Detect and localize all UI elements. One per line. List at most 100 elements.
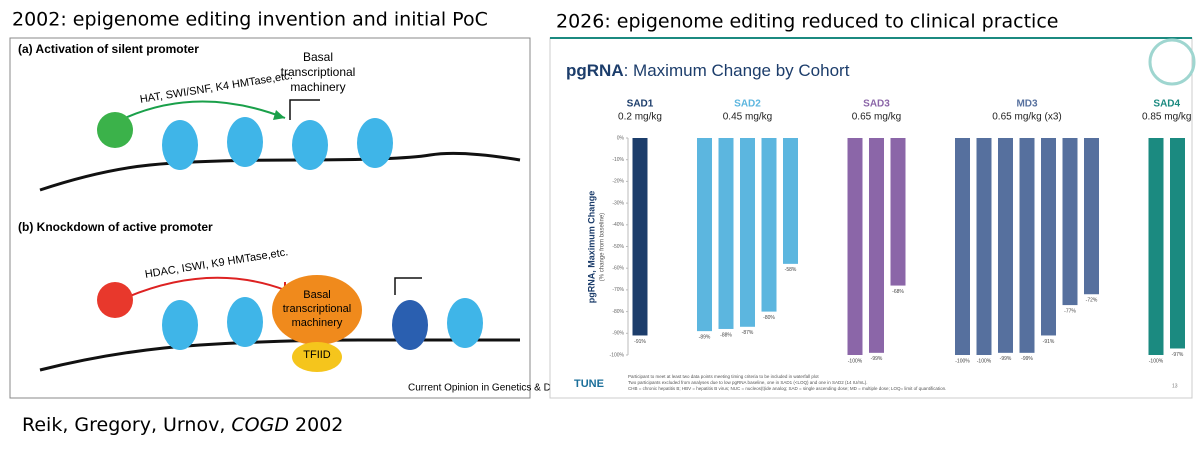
citation-part: 2002	[289, 414, 343, 436]
nucleosome	[227, 297, 263, 347]
bar	[847, 138, 863, 355]
panel-label: (a) Activation of silent promoter	[18, 42, 199, 56]
activator	[97, 112, 133, 148]
citation-part: Reik, Gregory, Urnov,	[22, 414, 231, 436]
dose-label: 0.2 mg/kg	[618, 112, 662, 123]
diagram-frame	[9, 37, 531, 399]
value-label: -100%	[955, 358, 970, 364]
footnote: Participant to meet at least two data po…	[628, 374, 819, 379]
y-tick-label: -70%	[612, 287, 624, 293]
bar	[955, 138, 970, 355]
arrow	[124, 100, 286, 119]
bar	[697, 138, 712, 332]
cohort-label: SAD1	[627, 99, 654, 110]
value-label: -97%	[1172, 352, 1184, 358]
value-label: -77%	[1064, 308, 1076, 314]
y-tick-label: -60%	[612, 266, 624, 272]
machinery-label: machinery	[292, 317, 343, 329]
value-label: -91%	[634, 339, 646, 345]
bar	[890, 138, 906, 286]
logo: TUNE	[574, 378, 604, 390]
value-label: -68%	[892, 289, 904, 295]
dna	[39, 338, 520, 372]
bar	[1041, 138, 1056, 336]
dose-label: 0.65 mg/kg	[852, 112, 901, 123]
bar	[869, 138, 884, 353]
value-label: -58%	[785, 267, 797, 273]
y-tick-label: 0%	[617, 135, 625, 141]
y-axis-subtitle: (% change from baseline)	[600, 213, 606, 281]
y-tick-label: -20%	[612, 179, 624, 185]
machinery-label: transcriptional	[283, 303, 351, 315]
arrow-head	[273, 110, 285, 120]
y-axis-title: pgRNA, Maximum Change	[586, 191, 596, 304]
y-tick-label: -30%	[612, 200, 624, 206]
citation: Reik, Gregory, Urnov, COGD 2002	[22, 414, 343, 436]
bar	[740, 138, 755, 327]
tss-arrow	[394, 277, 422, 295]
nucleosome	[162, 120, 198, 170]
cohort-label: SAD2	[734, 99, 761, 110]
decor	[1148, 38, 1196, 86]
value-label: -89%	[699, 334, 711, 340]
cohort-label: SAD3	[863, 99, 890, 110]
bar	[718, 138, 734, 329]
value-label: -100%	[1149, 358, 1164, 364]
chart-title: pgRNA: Maximum Change by Cohort	[566, 61, 850, 80]
plot: 0% -10% -20% -30% -40% -50% -60% -70% -80% -90% -1…	[610, 99, 1192, 392]
tfiid	[292, 342, 342, 372]
bar	[1062, 138, 1078, 306]
left-heading: 2002: epigenome editing invention and in…	[12, 9, 488, 31]
value-label: -99%	[871, 356, 883, 362]
y-tick-label: -100%	[610, 352, 625, 358]
value-label: -99%	[1021, 356, 1033, 362]
diagram: (a) Activation of silent promoter HAT, S…	[9, 37, 603, 399]
bar	[998, 138, 1013, 353]
value-label: -72%	[1086, 298, 1098, 304]
y-tick-label: -80%	[612, 309, 624, 315]
y-tick-label: -50%	[612, 244, 624, 250]
repressor	[97, 282, 133, 318]
bar	[1084, 138, 1099, 295]
inhibition	[124, 276, 286, 299]
journal: Current Opinion in Genetics & Developmen…	[408, 383, 603, 394]
title-part: pgRNA	[566, 61, 624, 80]
value-label: -91%	[1043, 339, 1055, 345]
machinery-label: Basal	[303, 289, 331, 301]
machinery-label: transcriptional	[281, 65, 356, 79]
bar	[1019, 138, 1035, 353]
dose-label: 0.45 mg/kg	[723, 112, 772, 123]
bar	[783, 138, 798, 264]
bar	[761, 138, 777, 312]
bar	[1170, 138, 1185, 349]
nucleosome	[227, 117, 263, 167]
dose-label: 0.85 mg/kg	[1142, 112, 1191, 123]
y-tick-label: -40%	[612, 222, 624, 228]
nucleosome	[292, 120, 328, 170]
y-tick-label: -10%	[612, 157, 624, 163]
value-label: -80%	[763, 315, 775, 321]
bar	[1148, 138, 1164, 355]
panel-label: (b) Knockdown of active promoter	[18, 220, 213, 234]
value-label: -87%	[742, 330, 754, 336]
bar	[976, 138, 992, 355]
footnote: Two participants excluded from analyses …	[628, 380, 868, 385]
right-heading: 2026: epigenome editing reduced to clini…	[556, 11, 1058, 33]
bar	[632, 138, 648, 336]
tss-arrow	[289, 99, 320, 120]
machinery-label: machinery	[290, 80, 345, 94]
machinery	[272, 275, 362, 345]
cohort-label: SAD4	[1153, 99, 1180, 110]
dose-label: 0.65 mg/kg (x3)	[992, 112, 1061, 123]
title-part: : Maximum Change by Cohort	[624, 61, 850, 80]
y-tick-label: -90%	[612, 331, 624, 337]
footnote: CHB = chronic hepatitis B; HBV = hepatit…	[628, 386, 946, 391]
nucleosome	[162, 300, 198, 350]
value-label: -100%	[977, 358, 992, 364]
cohort-label: MD3	[1016, 99, 1038, 110]
nucleosome	[392, 300, 428, 350]
value-label: -100%	[848, 358, 863, 364]
value-label: -99%	[1000, 356, 1012, 362]
machinery-label: Basal	[303, 50, 333, 64]
